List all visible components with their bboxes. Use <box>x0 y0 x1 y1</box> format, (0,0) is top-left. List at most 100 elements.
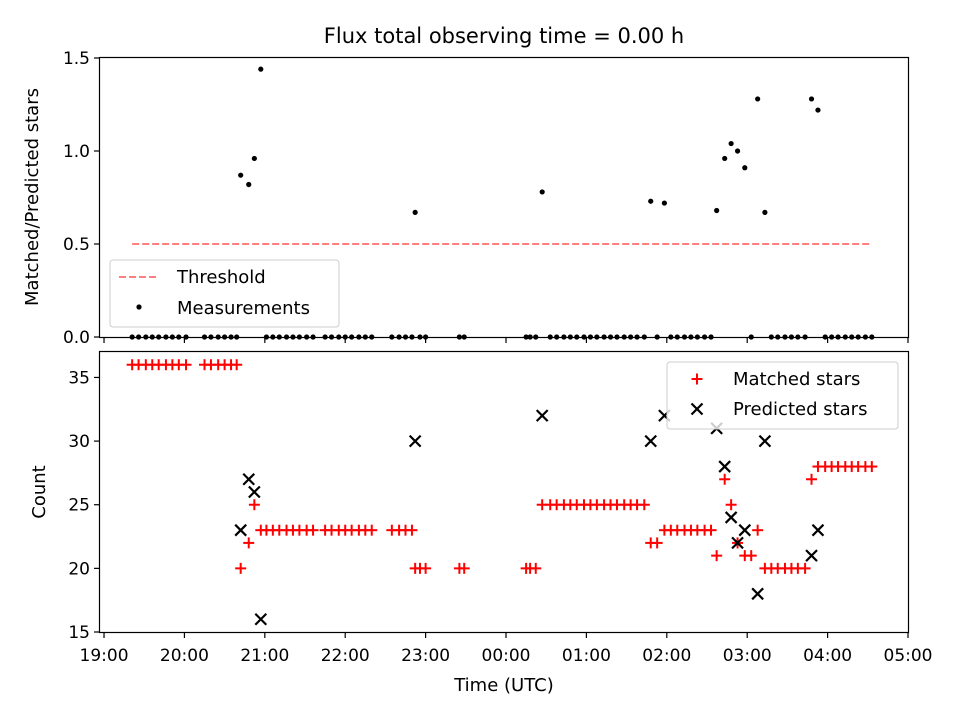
matched-star-point <box>530 562 542 574</box>
top-y-tick-label: 0.5 <box>63 235 90 255</box>
matched-star-point <box>248 499 260 511</box>
top-legend-box <box>109 259 340 328</box>
bottom-x-tick-label: 05:00 <box>884 646 933 666</box>
matched-star-point <box>638 499 650 511</box>
matched-star-point <box>866 461 878 473</box>
matched-star-point <box>745 550 757 562</box>
bottom-x-tick-label: 01:00 <box>562 646 611 666</box>
matched-star-point <box>719 473 731 485</box>
matched-star-point <box>235 562 247 574</box>
predicted-star-point <box>234 523 247 537</box>
measurement-point <box>722 155 728 162</box>
predicted-star-point <box>724 511 738 524</box>
predicted-star-point <box>805 549 818 562</box>
matched-star-point <box>420 562 432 574</box>
top-axes-frame <box>98 56 910 339</box>
predicted-star-point <box>408 434 422 448</box>
measurement-point <box>661 200 667 206</box>
legend-measurements-label: Measurements <box>177 298 310 319</box>
predicted-star-point <box>535 409 549 422</box>
bottom-x-tick-label: 00:00 <box>482 646 531 666</box>
predicted-star-point <box>731 536 744 550</box>
measurement-point <box>714 207 720 214</box>
bottom-y-tick-label: 35 <box>68 368 90 388</box>
predicted-star-point <box>758 434 772 448</box>
predicted-star-point <box>738 523 752 537</box>
top-panel: 0.0 0.5 1.0 1.5 Matched/Predicted stars Thr… <box>22 49 910 348</box>
matched-star-point <box>231 359 243 371</box>
x-stroke <box>254 612 268 626</box>
x-stroke <box>724 511 738 524</box>
measurement-point <box>728 140 734 147</box>
x-axis-label: Time (UTC) <box>453 675 554 696</box>
x-stroke <box>248 485 261 499</box>
bottom-legend-box <box>666 361 899 430</box>
bottom-x-tick-label: 02:00 <box>642 646 691 666</box>
x-stroke <box>408 434 422 448</box>
legend-matched-swatch <box>691 373 703 385</box>
x-stroke <box>751 587 764 601</box>
matched-star-point <box>752 524 764 536</box>
matched-star-point <box>406 524 418 536</box>
matched-star-point <box>725 499 737 511</box>
matched-star-point <box>705 524 717 536</box>
predicted-star-point <box>248 485 261 499</box>
top-legend: Threshold Measurements <box>109 259 340 328</box>
top-y-ticks: 0.0 0.5 1.0 1.5 <box>63 49 100 348</box>
measurement-point <box>815 107 821 113</box>
predicted-star-point <box>751 587 764 601</box>
x-stroke <box>242 472 256 486</box>
measurement-point <box>734 148 741 154</box>
matched-star-point <box>458 562 470 574</box>
x-stroke <box>758 434 772 448</box>
legend-threshold-label: Threshold <box>176 267 266 288</box>
bottom-y-tick-label: 15 <box>68 623 90 643</box>
measurement-point <box>246 181 252 188</box>
top-x-ticks <box>103 337 909 343</box>
measurement-point <box>238 172 244 178</box>
bottom-panel: 15 20 25 30 35 19:00 20:00 21:00 22:00 23:00 00:0… <box>29 350 933 696</box>
matched-star-point <box>366 524 378 536</box>
bottom-y-axis-label: Count <box>29 465 50 518</box>
matched-star-point <box>180 359 192 371</box>
legend-predicted-label: Predicted stars <box>733 399 867 420</box>
bottom-x-ticks: 19:00 20:00 21:00 22:00 23:00 00:00 01:00 02:00… <box>80 632 933 666</box>
legend-measurements-swatch <box>136 304 142 310</box>
matched-star-point <box>806 473 818 485</box>
predicted-star-point <box>811 523 825 537</box>
matched-star-point <box>799 562 811 574</box>
x-stroke <box>234 523 247 537</box>
bottom-x-tick-label: 03:00 <box>723 646 772 666</box>
measurement-point <box>762 209 768 215</box>
top-y-tick-label: 1.5 <box>63 49 90 69</box>
x-stroke <box>731 536 744 550</box>
legend-matched-label: Matched stars <box>733 369 860 390</box>
x-stroke <box>811 523 825 537</box>
x-stroke <box>535 409 549 422</box>
bottom-x-tick-label: 04:00 <box>803 646 852 666</box>
x-stroke <box>644 434 658 448</box>
top-y-tick-label: 0.0 <box>63 328 90 348</box>
matched-star-point <box>651 537 663 549</box>
measurement-point <box>648 198 654 204</box>
measurement-point <box>258 66 264 72</box>
measurement-point <box>412 209 418 215</box>
x-stroke <box>738 523 752 537</box>
bottom-marks <box>126 359 878 626</box>
matched-star-point <box>711 550 723 562</box>
bottom-legend: Matched stars Predicted stars <box>666 361 899 430</box>
predicted-star-point <box>254 612 268 626</box>
bottom-y-tick-label: 25 <box>68 496 90 516</box>
matched-star-point <box>307 524 319 536</box>
bottom-x-tick-label: 19:00 <box>80 646 129 666</box>
chart-title: Flux total observing time = 0.00 h <box>324 24 684 48</box>
legend-predicted-swatch <box>690 402 704 416</box>
x-stroke <box>690 402 704 416</box>
measurement-point <box>808 96 815 102</box>
predicted-star-point <box>718 460 731 473</box>
bottom-x-tick-label: 23:00 <box>401 646 450 666</box>
top-y-axis-label: Matched/Predicted stars <box>22 88 43 306</box>
bottom-y-ticks: 15 20 25 30 35 <box>68 368 100 643</box>
measurement-point <box>251 155 257 162</box>
